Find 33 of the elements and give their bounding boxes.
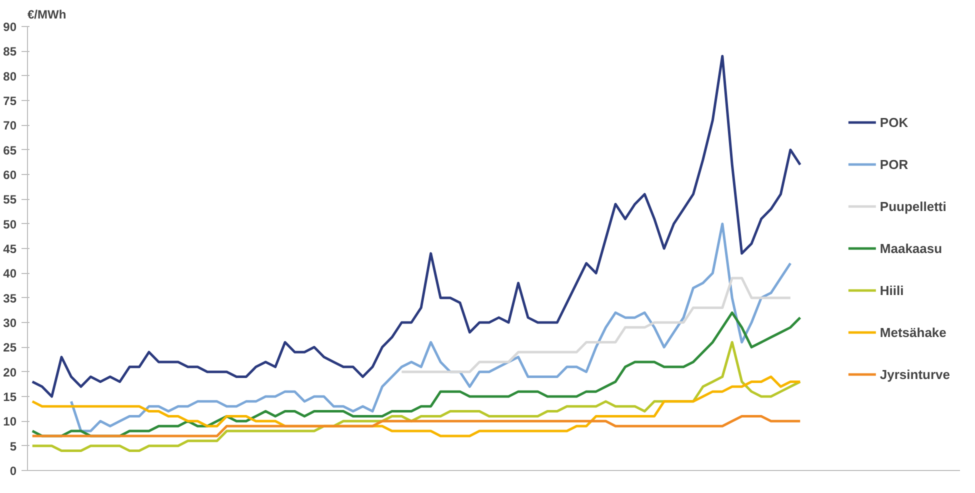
line-series: [70, 222, 792, 432]
y-tick-label: 10: [3, 414, 17, 429]
y-tick-label: 30: [3, 316, 17, 330]
y-tick-label: 60: [3, 168, 17, 182]
y-tick-label: 50: [3, 217, 17, 232]
line-series: [31, 340, 802, 452]
y-tick-label: 45: [3, 242, 17, 256]
y-tick-label: 0: [10, 464, 17, 478]
y-tick-label: 15: [3, 390, 17, 404]
y-tick-label: 70: [3, 118, 17, 133]
line-series: [400, 276, 792, 374]
y-axis-title: €/MWh: [28, 8, 66, 22]
legend-label: Metsähake: [880, 324, 946, 340]
y-tick-label: 40: [3, 266, 17, 281]
y-tick-label: 55: [3, 192, 17, 207]
legend-label: Jyrsinturve: [880, 366, 950, 382]
legend-label: POK: [880, 114, 908, 130]
y-tick-label: 90: [3, 20, 17, 34]
y-tick-label: 85: [3, 44, 17, 59]
legend-label: Puupelletti: [880, 198, 946, 214]
y-tick-label: 65: [3, 143, 17, 158]
y-tick-label: 80: [3, 69, 17, 84]
legend-label: Hiili: [880, 282, 904, 298]
legend-label: Maakaasu: [880, 240, 942, 256]
y-tick-label: 5: [10, 439, 17, 454]
line-series: [31, 414, 802, 438]
line-series: [31, 311, 802, 438]
y-tick-label: 25: [3, 340, 17, 355]
y-tick-label: 20: [3, 365, 17, 380]
y-tick-label: 35: [3, 291, 17, 306]
y-tick-label: 75: [3, 94, 17, 108]
line-series: [31, 54, 802, 398]
legend-label: POR: [880, 156, 908, 172]
